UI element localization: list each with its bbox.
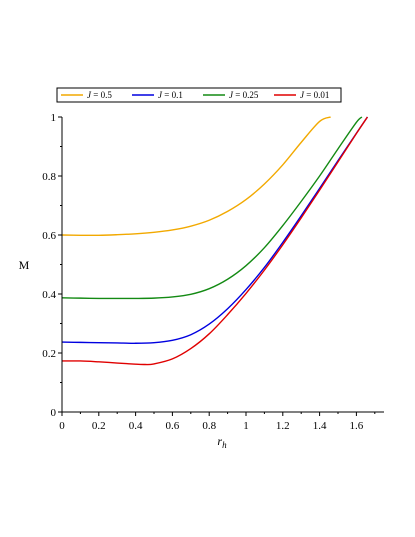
legend-var-3: J [300,90,305,100]
legend-value-1: = 0.1 [162,90,183,100]
y-tick-label: 0.8 [42,171,56,183]
legend-value-0: = 0.5 [91,90,112,100]
legend-label-3: J = 0.01 [300,90,329,100]
x-tick-label: 0.4 [129,420,143,432]
legend-var-1: J [158,90,163,100]
x-tick-label: 0.6 [166,420,180,432]
legend-var-2: J [229,90,234,100]
series-line-1 [61,116,369,344]
legend-value-3: = 0.01 [304,90,329,100]
x-tick-label: 1 [243,420,249,432]
y-tick-label: 0.2 [42,348,56,360]
x-axis-label-sub: h [222,440,227,450]
x-axis-label-main: r [217,434,222,448]
x-tick-label: 0.8 [202,420,216,432]
legend-label-0: J = 0.5 [87,90,112,100]
y-axis-label: M [19,258,30,272]
legend-label-1: J = 0.1 [158,90,183,100]
y-tick-label: 0 [51,407,57,419]
x-axis-label: rh [217,434,227,450]
series-line-2 [61,116,363,300]
y-tick-label: 1 [51,112,57,124]
x-tick-label: 0 [59,420,65,432]
x-tick-label: 1.6 [350,420,364,432]
series-line-3 [61,116,369,366]
legend-var-0: J [87,90,92,100]
axes: 0 0.2 0.4 0.6 0.8 1 1.2 1.4 1.6 0 0.2 0.4 0.6 0.8 1 [42,112,384,432]
legend-box [56,87,342,103]
series-layer [61,116,369,366]
legend-label-2: J = 0.25 [229,90,259,100]
legend-value-2: = 0.25 [233,90,259,100]
x-tick-label: 1.4 [313,420,327,432]
legend: J = 0.5 J = 0.1 J = 0.25 J = 0.01 [56,87,342,103]
x-tick-label: 0.2 [92,420,106,432]
series-line-0 [61,116,331,237]
y-tick-label: 0.4 [42,289,56,301]
x-tick-label: 1.2 [276,420,290,432]
y-tick-label: 0.6 [42,230,56,242]
